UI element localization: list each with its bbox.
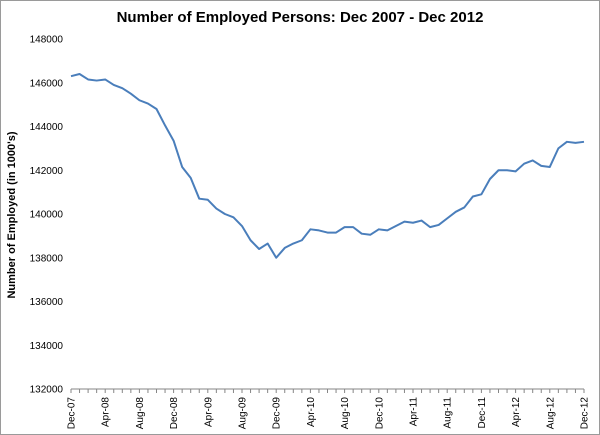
x-tick-label: Aug-08 <box>135 397 146 430</box>
x-tick-label: Dec-08 <box>169 397 180 430</box>
y-tick-labels: 132000 134000 136000 138000 140000 142000 1440… <box>30 35 64 396</box>
x-tick-label: Apr-12 <box>511 397 522 427</box>
x-tick-label: Dec-09 <box>272 397 283 430</box>
x-tick-label: Aug-09 <box>238 397 249 430</box>
x-tick-label: Apr-08 <box>101 397 112 427</box>
x-tick-label: Apr-10 <box>306 397 317 427</box>
y-tick-label: 142000 <box>30 166 64 177</box>
x-tick-label: Aug-10 <box>340 397 351 430</box>
y-tick-label: 138000 <box>30 253 64 264</box>
x-tick-label: Dec-11 <box>477 397 488 429</box>
x-tick-label: Aug-11 <box>443 397 454 429</box>
x-tick-label: Apr-09 <box>203 397 214 427</box>
chart-title: Number of Employed Persons: Dec 2007 - D… <box>116 9 484 26</box>
x-tick-label: Dec-12 <box>580 397 591 430</box>
x-tick-label: Dec-07 <box>67 397 78 430</box>
y-tick-label: 146000 <box>30 78 64 89</box>
y-tick-label: 144000 <box>30 122 64 133</box>
series-line <box>70 73 585 259</box>
x-tick-labels: Dec-07 Apr-08 Aug-08 Dec-08 Apr-09 Aug-09 Dec-… <box>67 397 591 430</box>
y-tick-label: 134000 <box>30 341 64 352</box>
y-tick-label: 140000 <box>30 210 64 221</box>
x-tick-label: Dec-10 <box>374 397 385 430</box>
y-tick-label: 148000 <box>30 35 64 46</box>
y-tick-label: 132000 <box>30 385 64 396</box>
x-tick-label: Apr-11 <box>409 397 420 427</box>
x-tick-label: Aug-12 <box>545 397 556 430</box>
y-tick-label: 136000 <box>30 297 64 308</box>
x-tick-marks <box>70 389 585 393</box>
